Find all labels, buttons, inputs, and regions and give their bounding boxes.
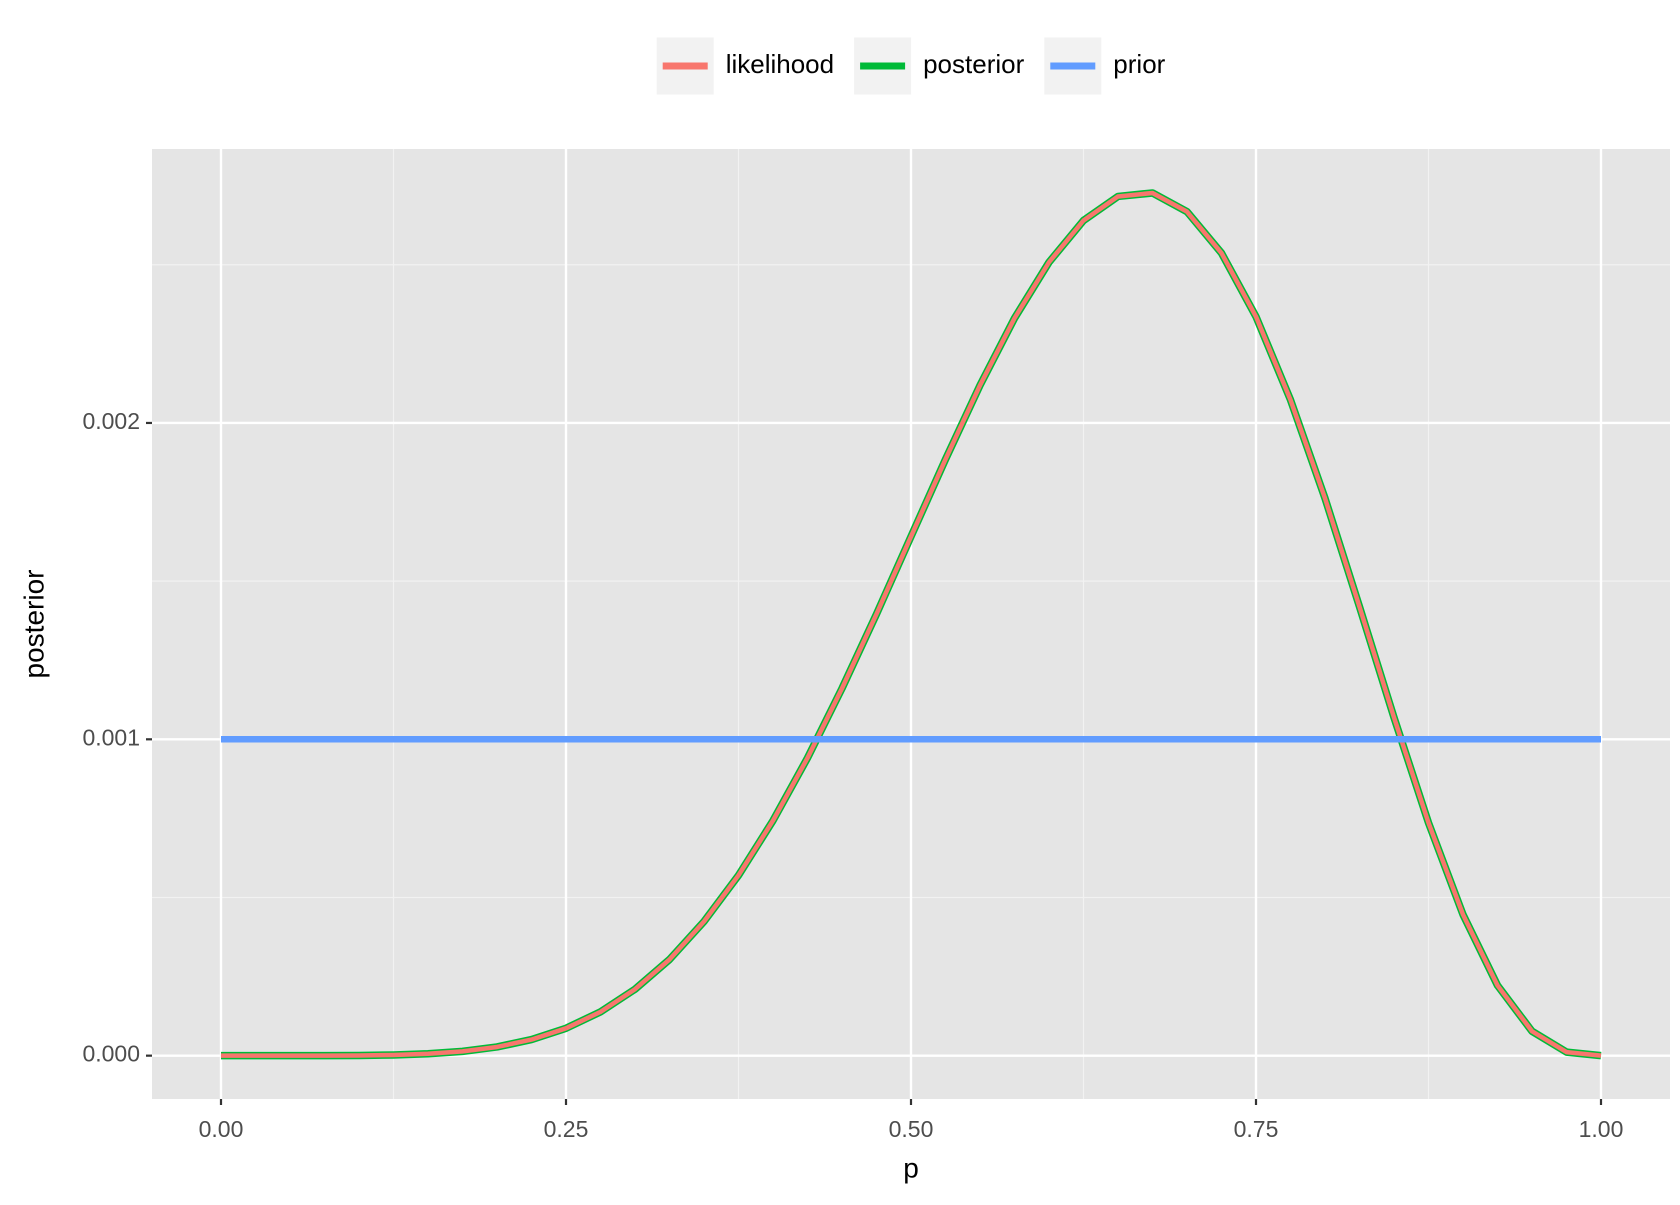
x-tick-label: 0.00 [199, 1116, 244, 1142]
legend-item: prior [1044, 37, 1166, 95]
x-tick-label: 0.25 [544, 1116, 589, 1142]
y-tick-label: 0.001 [82, 724, 140, 750]
series-line [221, 190, 1602, 1058]
legend-label: prior [1113, 49, 1165, 79]
legend: likelihood posterior prior [656, 37, 1166, 95]
legend-item: posterior [854, 37, 1025, 95]
y-tick-label: 0.000 [82, 1041, 140, 1067]
x-tick-label: 0.50 [889, 1116, 934, 1142]
legend-label: posterior [923, 49, 1024, 79]
y-tick-label: 0.002 [82, 408, 140, 434]
legend-item: likelihood [656, 37, 834, 95]
x-tick-label: 0.75 [1234, 1116, 1279, 1142]
legend-label: likelihood [726, 49, 834, 79]
x-axis-title: p [903, 1152, 919, 1183]
y-axis-title: posterior [18, 570, 49, 679]
x-tick-label: 1.00 [1579, 1116, 1624, 1142]
